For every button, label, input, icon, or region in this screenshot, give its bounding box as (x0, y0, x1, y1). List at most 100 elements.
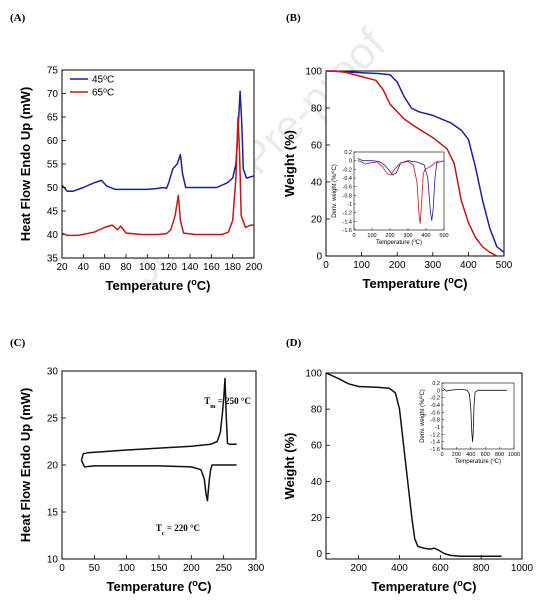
chart-d-y-tick-label-3: 60 (311, 441, 323, 452)
chart-d-x-axis-title: Temperature (oC) (371, 578, 476, 594)
chart-d-y-tick-label-1: 20 (311, 513, 323, 524)
chart-b-inset-y-tick-label-7: -1.2 (343, 211, 352, 217)
chart-a-series-line-1 (61, 116, 254, 237)
chart-c-x-axis-title: Temperature (oC) (106, 578, 211, 594)
chart-b-inset-series-line-1 (357, 160, 439, 224)
chart-d-inset-x-tick-label-4: 800 (495, 452, 504, 458)
chart-a-plot-frame (61, 69, 255, 259)
chart-c-y-tick-label-4: 30 (47, 367, 59, 378)
chart-b-inset-x-tick-label-2: 200 (385, 233, 394, 239)
chart-b-y-tick-label-4: 80 (311, 104, 323, 115)
chart-b-y-tick-label-0: 0 (316, 252, 322, 263)
chart-a-x-tick-label-9: 200 (246, 262, 263, 273)
chart-d-inset-y-tick-label-4: -0.6 (431, 410, 440, 416)
chart-d-inset-y-tick-label-0: 0.2 (432, 381, 440, 387)
chart-d-x-tick-label-3: 800 (473, 563, 490, 574)
chart-b-x-tick-label-5: 500 (496, 260, 513, 271)
chart-a-x-tick-label-1: 40 (78, 262, 90, 273)
chart-a-y-tick-label-3: 50 (47, 183, 59, 194)
chart-a-legend-label-1: 65oC (92, 87, 114, 99)
chart-b-inset-y-tick-label-4: -0.6 (343, 185, 352, 191)
panel-c-label: (C) (10, 337, 26, 349)
chart-a-x-tick-label-0: 20 (56, 262, 68, 273)
chart-d: 200 400 600 800 1000 0 20 40 60 80 100 Temperature … (282, 369, 534, 595)
chart-c: 0 50 100 150 200 250 300 10 15 20 25 30 Temperature … (18, 367, 265, 595)
chart-b-inset-x-tick-label-4: 400 (421, 233, 430, 239)
chart-a-y-tick-label-4: 55 (47, 160, 59, 171)
chart-d-inset-plot-frame (441, 382, 515, 450)
chart-b-inset-y-tick-label-8: -1.4 (343, 219, 352, 225)
chart-b-x-axis-title: Temperature (oC) (362, 275, 467, 291)
chart-d-inset-x-tick-label-1: 200 (452, 452, 461, 458)
chart-b-inset-y-tick-label-2: -0.2 (343, 167, 352, 173)
chart-d-inset-y-tick-label-1: 0 (437, 388, 440, 394)
chart-c-x-tick-label-3: 150 (151, 563, 168, 574)
chart-d-x-tick-label-4: 1000 (511, 563, 534, 574)
chart-b-inset-y-tick-label-3: -0.4 (343, 176, 352, 182)
chart-b-inset-y-tick-label-1: 0 (349, 159, 352, 165)
chart-b-inset-x-axis-title: Temperature (oC) (376, 238, 422, 247)
panel-b-label: (B) (286, 12, 301, 24)
chart-a-x-tick-label-6: 140 (182, 262, 199, 273)
chart-b-inset-y-axis-title: Deriv. weight (%/oC) (330, 164, 339, 218)
chart-b-x-tick-label-0: 0 (323, 260, 329, 271)
chart-b-y-tick-label-5: 100 (305, 67, 322, 78)
chart-b-inset-y-tick-label-0: 0.2 (344, 150, 352, 156)
chart-a-y-tick-label-7: 70 (47, 89, 59, 100)
chart-c-x-tick-label-0: 0 (59, 563, 65, 574)
chart-d-y-tick-label-0: 0 (316, 549, 322, 560)
chart-d-inset-y-tick-label-2: -0.2 (431, 396, 440, 402)
chart-b-series-line-1 (326, 70, 498, 257)
chart-c-x-tick-label-5: 250 (215, 563, 232, 574)
chart-b-x-tick-label-3: 300 (424, 260, 441, 271)
chart-c-series-line-1 (80, 459, 237, 502)
chart-d-inset-x-axis-title: Temperature (oC) (455, 457, 501, 466)
chart-c-x-tick-label-6: 300 (248, 563, 265, 574)
chart-b-inset-y-tick-label-5: -0.8 (343, 193, 352, 199)
chart-d-inset-y-tick-label-3: -0.4 (431, 403, 440, 409)
chart-a-y-tick-label-0: 35 (47, 254, 59, 265)
chart-d-inset-x-tick-label-5: 1000 (508, 452, 520, 458)
chart-d-inset-x-tick-label-3: 600 (481, 452, 490, 458)
chart-d-inset-y-tick-label-5: -0.8 (431, 418, 440, 424)
chart-d-y-axis-title: Weight (%) (282, 433, 297, 500)
chart-d-x-tick-label-0: 200 (350, 563, 367, 574)
chart-b-x-tick-label-2: 200 (389, 260, 406, 271)
panel-d: (D) 200 400 600 800 1000 0 20 40 60 80 100 Temperat… (276, 303, 552, 606)
chart-d-y-tick-label-4: 80 (311, 405, 323, 416)
chart-d-inset-y-tick-label-6: -1 (435, 425, 440, 431)
chart-b-y-tick-label-3: 60 (311, 141, 323, 152)
chart-b-y-axis-title: Weight (%) (282, 130, 297, 197)
chart-d-inset-y-axis-title: Deriv. weight (%/oC) (418, 389, 427, 443)
chart-b-y-tick-label-2: 40 (311, 178, 323, 189)
chart-d-inset-y-tick-label-9: -1.6 (431, 447, 440, 453)
chart-c-y-tick-label-2: 20 (47, 461, 59, 472)
chart-d-inset-x-tick-label-2: 400 (466, 452, 475, 458)
chart-c-x-tick-label-4: 200 (183, 563, 200, 574)
chart-a-x-tick-label-7: 160 (203, 262, 220, 273)
chart-a-x-tick-label-3: 80 (120, 262, 132, 273)
panel-c: (C) 0 50 100 150 200 250 300 10 15 20 25 30 Temperat… (0, 303, 276, 606)
chart-b: 0 100 200 300 400 500020406080100Temperature … (282, 67, 513, 292)
chart-c-y-tick-label-3: 25 (47, 414, 59, 425)
chart-a-y-tick-label-6: 65 (47, 113, 59, 124)
chart-a-x-tick-label-5: 120 (160, 262, 177, 273)
chart-c-y-tick-label-1: 15 (47, 508, 59, 519)
chart-b-inset-x-tick-label-0: 0 (352, 233, 355, 239)
chart-a-legend-label-0: 45oC (92, 74, 114, 86)
chart-b-inset-y-tick-label-9: -1.6 (343, 228, 352, 234)
chart-d-inset-x-tick-label-0: 0 (440, 452, 443, 458)
chart-b-inset-series-line-0 (357, 158, 445, 221)
chart-b-x-tick-label-1: 100 (353, 260, 370, 271)
chart-b-inset-y-tick-label-6: -1 (347, 202, 352, 208)
chart-d-inset-y-tick-label-7: -1.2 (431, 432, 440, 438)
chart-a-x-tick-label-8: 180 (224, 262, 241, 273)
panel-d-label: (D) (286, 337, 302, 349)
chart-d-x-tick-label-2: 600 (432, 563, 449, 574)
chart-a-y-tick-label-5: 60 (47, 136, 59, 147)
panel-a-label: (A) (10, 12, 26, 24)
chart-d-x-tick-label-1: 400 (391, 563, 408, 574)
chart-c-x-tick-label-1: 50 (89, 563, 101, 574)
chart-b-inset-x-tick-label-3: 300 (403, 233, 412, 239)
chart-a-y-tick-label-8: 75 (47, 66, 59, 77)
